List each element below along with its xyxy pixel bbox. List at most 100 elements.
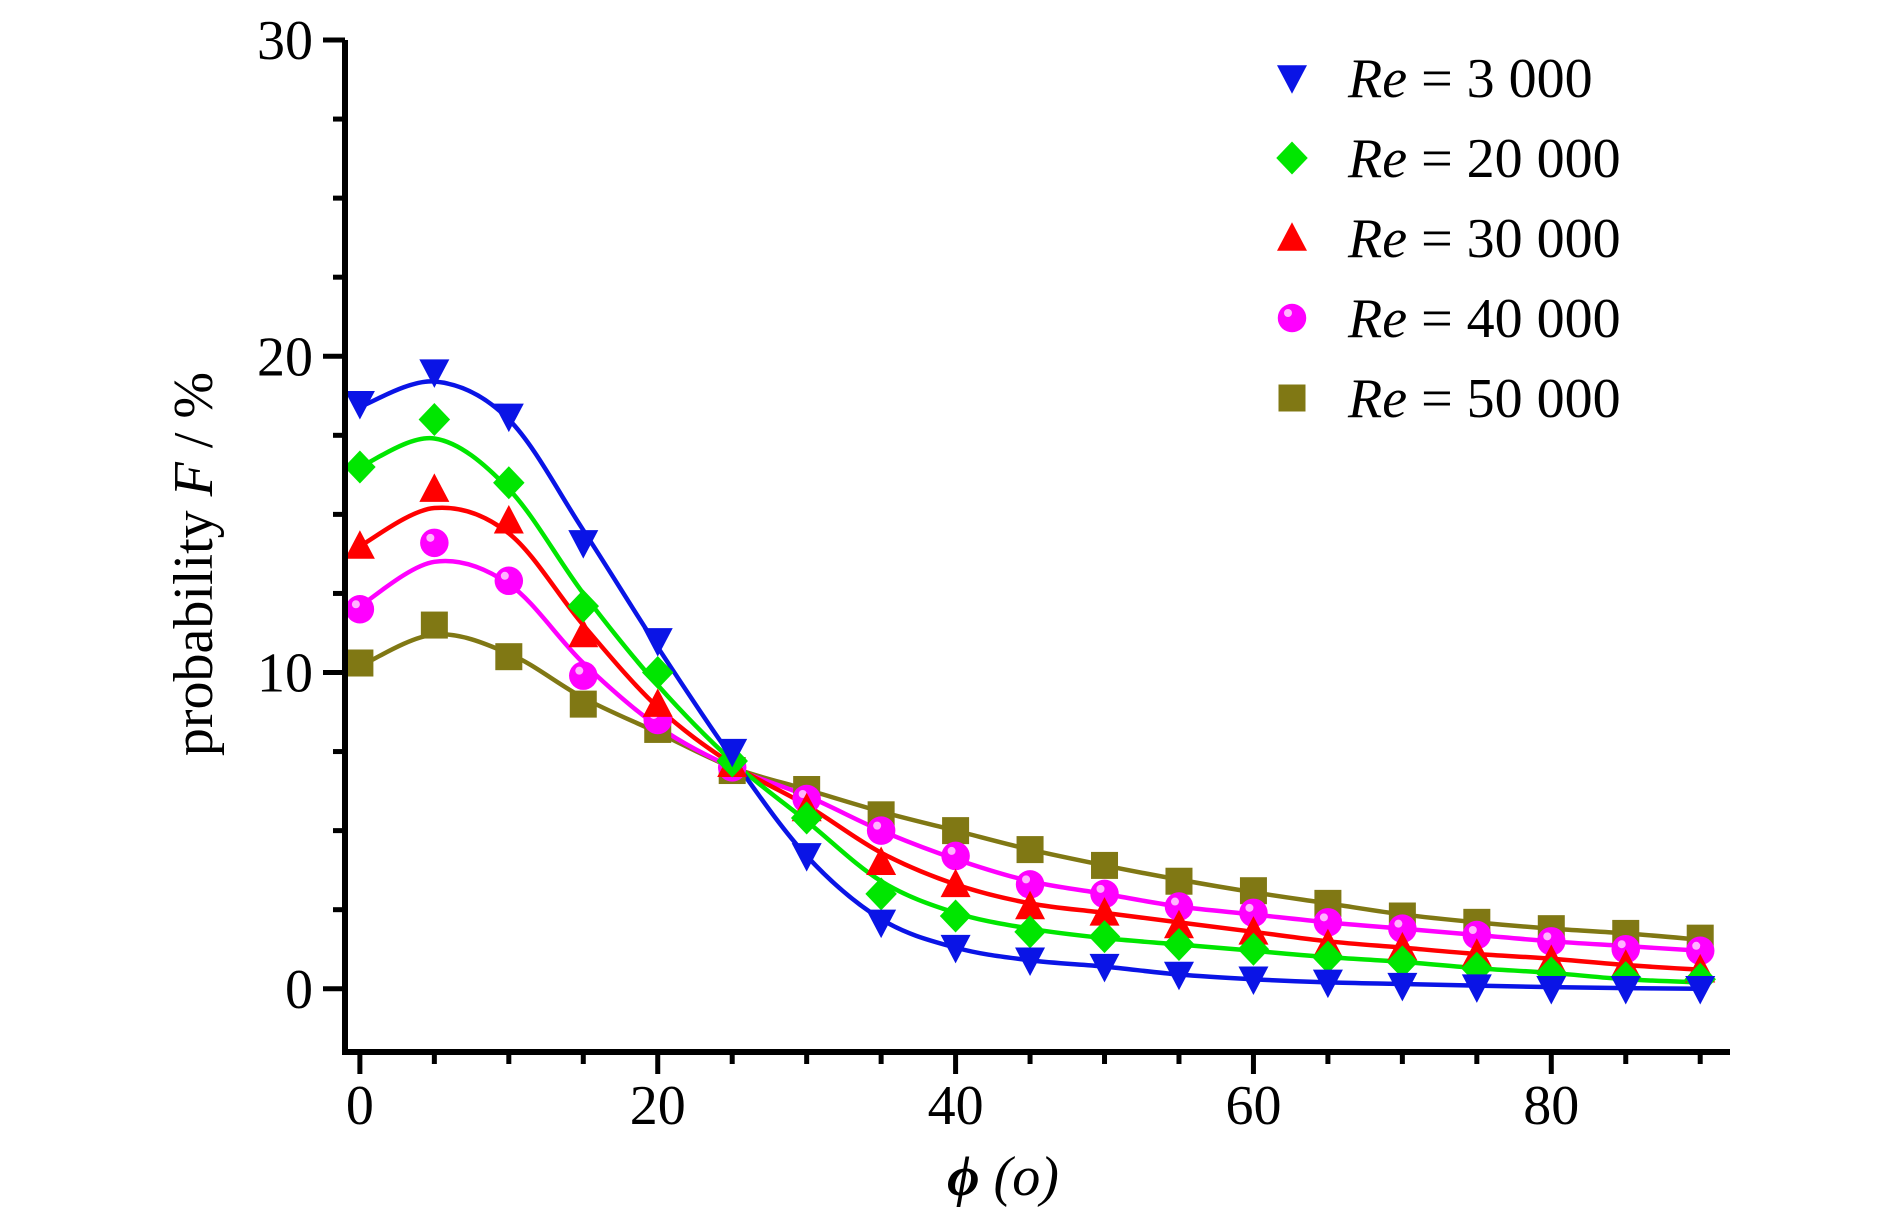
data-point [1016,836,1044,864]
data-point [1238,916,1269,945]
x-tick-label: 40 [928,1075,984,1137]
fit-curve [359,379,1701,991]
x-axis-label: ϕ (o) [947,1146,1059,1208]
x-axis-label-unit: (o) [980,1146,1059,1208]
data-point-highlight [1692,941,1701,950]
data-point [791,843,822,872]
legend-label-value: = 3 000 [1407,48,1593,110]
data-point [939,899,972,933]
legend-label-value: = 20 000 [1407,128,1621,190]
data-point [940,868,971,898]
data-point-highlight [351,600,360,609]
legend-marker [1278,384,1306,412]
y-axis-label-unit: / % [163,372,225,462]
data-point [1015,947,1046,977]
data-point [642,628,673,657]
data-point-highlight [1394,919,1403,928]
data-point [346,649,374,677]
y-axis-label-variable: F [163,461,225,497]
legend-marker-highlight [1284,309,1292,317]
legend-marker [1276,141,1308,175]
data-point-highlight [1319,913,1328,922]
data-point [495,643,523,671]
legend-label: Re = 40 000 [1347,288,1621,350]
data-point [420,528,449,558]
data-point [1015,890,1046,920]
data-point [569,661,598,690]
data-point [866,909,897,939]
data-point [345,595,375,624]
y-axis-label: probability F / % [163,372,225,756]
data-point-highlight [575,666,584,675]
legend-marker [1277,65,1307,94]
data-point-highlight [1468,925,1477,934]
legend-label: Re = 30 000 [1347,208,1621,270]
data-point [344,390,375,420]
data-point-highlight [1022,875,1031,884]
data-point [1091,851,1119,879]
y-tick-label: 20 [257,326,313,388]
legend-label: Re = 20 000 [1347,128,1621,190]
data-point [1312,969,1343,999]
legend-label: Re = 3 000 [1347,48,1593,110]
data-point [866,846,897,875]
data-point-highlight [500,571,509,580]
axes [323,37,1730,1074]
data-point-highlight [873,821,882,830]
data-point [642,688,673,717]
data-point [1163,909,1194,939]
plot-area [344,359,1716,1005]
data-point [568,618,599,648]
x-axis-label-symbol: ϕ [947,1146,979,1208]
data-point [493,403,524,433]
legend-marker [1277,222,1307,251]
data-point [1386,945,1419,979]
data-point-highlight [1543,932,1552,941]
data-point [641,656,674,689]
tick-labels: 0 10 20 30 0 20 40 60 80 [257,10,1579,1137]
data-point [942,817,970,845]
data-point [717,738,748,768]
data-point [569,690,597,718]
data-point [1237,932,1270,966]
data-point [1312,940,1344,974]
data-point [790,801,823,835]
data-point [1165,867,1193,895]
data-point [344,530,375,559]
legend-label-variable: Re [1347,128,1407,190]
legend-label-variable: Re [1347,368,1407,430]
legend-label: Re = 50 000 [1347,368,1621,430]
x-tick-label: 80 [1523,1075,1579,1137]
legend-label-value: = 50 000 [1407,368,1621,430]
data-point [418,403,451,436]
legend-label-variable: Re [1347,208,1407,270]
data-point [1088,920,1121,954]
data-point [1685,976,1716,1005]
data-point-highlight [1617,940,1626,949]
data-point [1536,976,1567,1005]
data-point-highlight [426,533,435,542]
data-point [1014,915,1046,949]
data-point-highlight [1170,897,1179,906]
legend-label-variable: Re [1347,288,1407,350]
data-point-highlight [947,846,956,855]
legend-label-value: = 40 000 [1407,288,1621,350]
data-point [419,359,450,388]
data-point [494,566,524,596]
data-point [420,611,448,639]
data-point [1238,966,1269,996]
data-point [1163,927,1195,961]
data-point [568,530,599,559]
data-point [866,816,896,845]
data-point [1163,961,1194,991]
data-point [940,934,971,964]
data-point [941,841,970,871]
legend-label-variable: Re [1347,48,1407,110]
y-axis-label-prefix: probability [163,496,225,756]
data-point-highlight [1096,884,1105,893]
x-tick-label: 60 [1225,1075,1281,1137]
x-tick-label: 0 [346,1075,374,1137]
data-point [493,466,525,500]
data-point [1610,976,1641,1005]
